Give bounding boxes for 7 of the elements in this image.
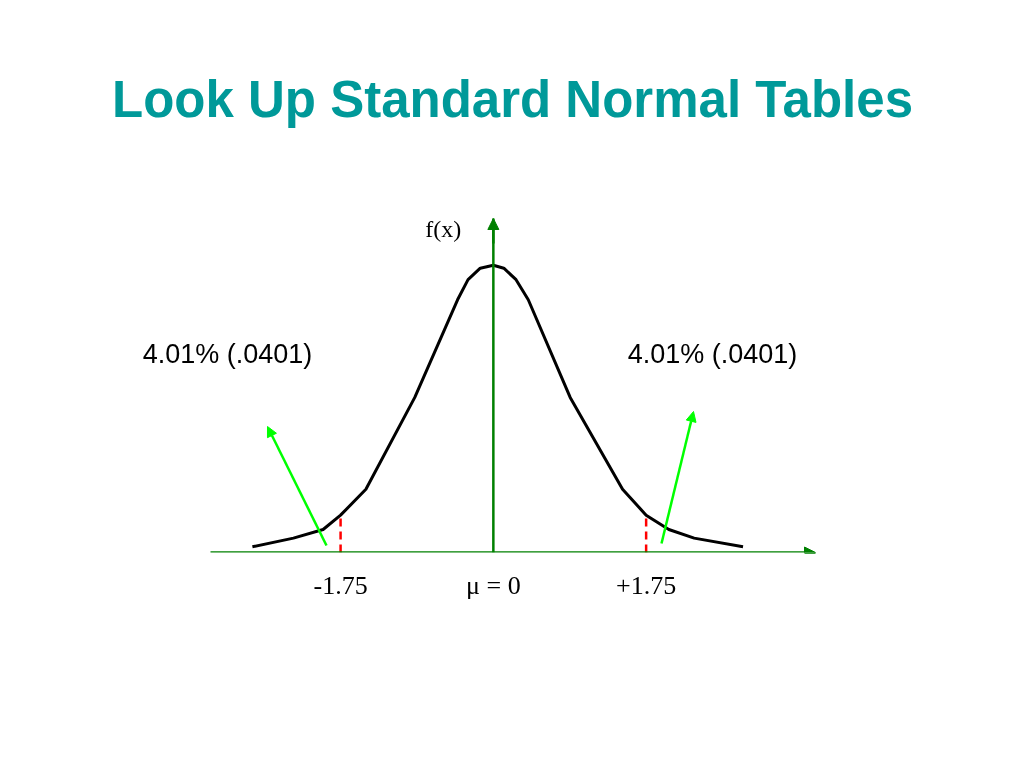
x-tick-label: μ = 0 [466,570,521,600]
x-tick-label: +1.75 [616,570,677,600]
y-axis-title: f(x) [425,215,462,242]
x-tick-label: -1.75 [313,570,368,600]
annotation: 4.01% (.0401) [627,338,798,369]
chart-title: Look Up Standard Normal Tables [112,70,914,128]
annotation: 4.01% (.0401) [142,338,313,369]
